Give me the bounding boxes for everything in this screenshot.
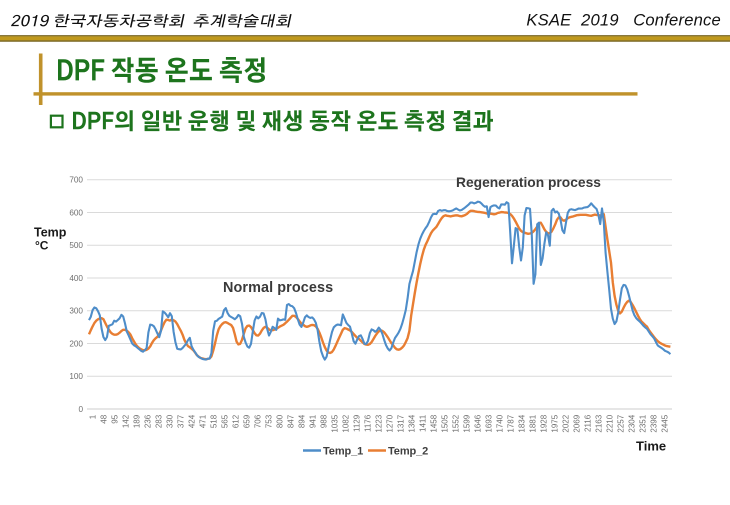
svg-text:565: 565 <box>220 414 229 428</box>
svg-text:1364: 1364 <box>407 414 416 432</box>
svg-text:1505: 1505 <box>440 414 449 432</box>
svg-text:941: 941 <box>308 414 317 428</box>
svg-text:189: 189 <box>132 414 141 428</box>
svg-text:2069: 2069 <box>572 414 581 432</box>
svg-text:KSAE 2019 Conference: KSAE 2019 Conference <box>526 11 721 30</box>
svg-text:2210: 2210 <box>605 414 614 432</box>
svg-text:1458: 1458 <box>429 414 438 432</box>
svg-text:706: 706 <box>253 414 262 428</box>
svg-text:283: 283 <box>154 414 163 428</box>
svg-text:1787: 1787 <box>506 414 515 432</box>
svg-text:330: 330 <box>165 414 174 428</box>
svg-text:1881: 1881 <box>528 414 537 432</box>
svg-text:1317: 1317 <box>396 414 405 432</box>
svg-text:2351: 2351 <box>638 414 647 432</box>
svg-text:1129: 1129 <box>352 414 361 432</box>
svg-text:2022: 2022 <box>561 414 570 432</box>
svg-text:2398: 2398 <box>649 414 658 432</box>
svg-text:471: 471 <box>198 414 207 428</box>
svg-text:95: 95 <box>110 414 119 423</box>
svg-text:1270: 1270 <box>385 414 394 432</box>
svg-text:518: 518 <box>209 414 218 428</box>
svg-text:800: 800 <box>275 414 284 428</box>
svg-text:142: 142 <box>121 414 130 428</box>
svg-text:2163: 2163 <box>594 414 603 432</box>
svg-text:Temp_2: Temp_2 <box>388 446 428 458</box>
svg-text:377: 377 <box>176 414 185 428</box>
svg-text:200: 200 <box>69 339 83 348</box>
svg-text:612: 612 <box>231 414 240 428</box>
svg-text:400: 400 <box>69 274 83 283</box>
svg-text:1176: 1176 <box>363 414 372 432</box>
svg-text:894: 894 <box>297 414 306 428</box>
svg-text:1: 1 <box>88 414 97 419</box>
svg-text:700: 700 <box>69 176 83 185</box>
svg-text:48: 48 <box>99 414 108 423</box>
svg-text:1223: 1223 <box>374 414 383 432</box>
svg-text:236: 236 <box>143 414 152 428</box>
svg-text:Regeneration process: Regeneration process <box>456 175 601 190</box>
svg-text:1646: 1646 <box>473 414 482 432</box>
svg-text:Time: Time <box>636 439 666 454</box>
svg-text:1599: 1599 <box>462 414 471 432</box>
svg-text:100: 100 <box>69 372 83 381</box>
svg-text:1928: 1928 <box>539 414 548 432</box>
svg-text:1693: 1693 <box>484 414 493 432</box>
svg-text:1082: 1082 <box>341 414 350 432</box>
svg-text:°C: °C <box>35 239 49 253</box>
svg-text:988: 988 <box>319 414 328 428</box>
svg-text:1552: 1552 <box>451 414 460 432</box>
svg-text:1834: 1834 <box>517 414 526 432</box>
svg-text:1411: 1411 <box>418 414 427 432</box>
svg-text:2116: 2116 <box>583 414 592 432</box>
svg-text:424: 424 <box>187 414 196 428</box>
svg-text:Temp: Temp <box>34 226 67 240</box>
svg-text:0: 0 <box>78 405 83 414</box>
svg-text:600: 600 <box>69 208 83 217</box>
svg-text:Normal process: Normal process <box>223 280 333 296</box>
svg-text:1035: 1035 <box>330 414 339 432</box>
svg-text:300: 300 <box>69 307 83 316</box>
svg-text:Temp_1: Temp_1 <box>323 446 363 458</box>
svg-text:2445: 2445 <box>660 414 669 432</box>
svg-text:659: 659 <box>242 414 251 428</box>
svg-text:753: 753 <box>264 414 273 428</box>
svg-text:2304: 2304 <box>627 414 636 432</box>
svg-text:1740: 1740 <box>495 414 504 432</box>
svg-text:2257: 2257 <box>616 414 625 432</box>
svg-text:1975: 1975 <box>550 414 559 432</box>
svg-text:500: 500 <box>69 241 83 250</box>
svg-text:847: 847 <box>286 414 295 428</box>
